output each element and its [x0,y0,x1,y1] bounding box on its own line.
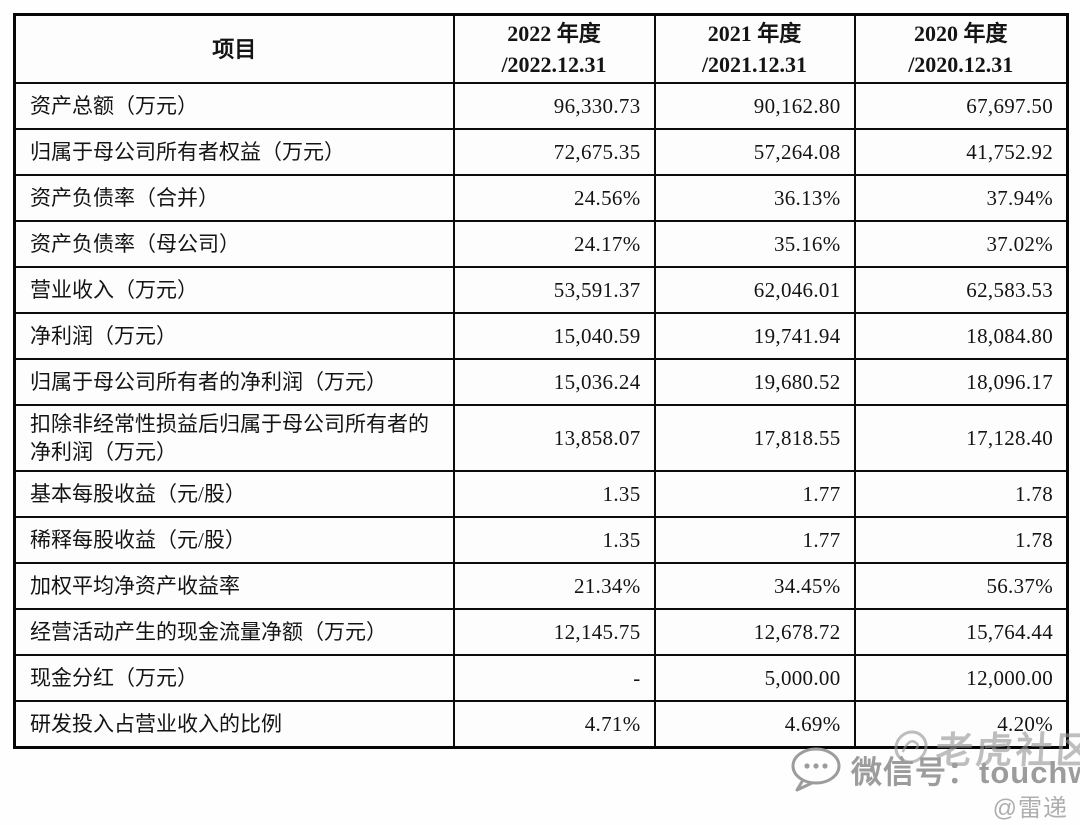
value-2021: 62,046.01 [653,266,856,315]
row-label: 资产负债率（合并） [13,174,455,223]
row-label: 经营活动产生的现金流量净额（万元） [13,608,455,657]
header-item-label: 项目 [212,36,257,62]
row-label: 扣除非经常性损益后归属于母公司所有者的净利润（万元） [13,404,455,473]
value-2020: 56.37% [853,562,1069,611]
value-2022: 4.71% [452,700,656,749]
header-year-2020: 2020 年度 /2020.12.31 [853,13,1069,85]
value-2020: 1.78 [853,516,1069,565]
table-row: 资产负债率（母公司） 24.17% 35.16% 37.02% [13,220,1069,269]
chat-bubble-icon [790,746,842,793]
table-row: 现金分红（万元） - 5,000.00 12,000.00 [13,654,1069,703]
value-2022: 24.56% [452,174,656,223]
value-2020: 1.78 [853,470,1069,519]
value-2021: 1.77 [653,516,856,565]
row-label: 现金分红（万元） [13,654,455,703]
row-label: 稀释每股收益（元/股） [13,516,455,565]
value-2020: 18,096.17 [853,358,1069,407]
table-row: 营业收入（万元） 53,591.37 62,046.01 62,583.53 [13,266,1069,315]
value-2022: 53,591.37 [452,266,656,315]
header-year-2020-line1: 2020 年度 [913,21,1008,46]
row-label: 归属于母公司所有者的净利润（万元） [13,358,455,407]
value-2022: 13,858.07 [452,404,656,473]
author-watermark: @雷递 [992,795,1068,822]
value-2020: 15,764.44 [853,608,1069,657]
value-2022: 24.17% [452,220,656,269]
value-2022: 15,040.59 [452,312,656,361]
value-2021: 12,678.72 [653,608,856,657]
value-2022: 21.34% [452,562,656,611]
financial-summary-table: 项目 2022 年度 /2022.12.31 2021 年度 /2021.12.… [13,13,1069,749]
value-2021: 35.16% [653,220,856,269]
value-2020: 4.20% [853,700,1069,749]
table-row: 稀释每股收益（元/股） 1.35 1.77 1.78 [13,516,1069,565]
row-label: 资产总额（万元） [13,82,455,131]
value-2021: 34.45% [653,562,856,611]
value-2020: 41,752.92 [853,128,1069,177]
value-2022: 1.35 [452,516,656,565]
value-2020: 37.94% [853,174,1069,223]
row-label: 研发投入占营业收入的比例 [13,700,455,749]
table-row: 扣除非经常性损益后归属于母公司所有者的净利润（万元） 13,858.07 17,… [13,404,1069,473]
value-2022: - [452,654,656,703]
value-2020: 37.02% [853,220,1069,269]
header-year-2022: 2022 年度 /2022.12.31 [452,13,656,85]
wechat-watermark: 微信号：touchweb [790,746,1080,793]
table-row: 基本每股收益（元/股） 1.35 1.77 1.78 [13,470,1069,519]
table-row: 研发投入占营业收入的比例 4.71% 4.69% 4.20% [13,700,1069,749]
table-header-row: 项目 2022 年度 /2022.12.31 2021 年度 /2021.12.… [13,13,1069,85]
header-year-2022-line1: 2022 年度 [507,21,601,46]
header-year-2021-line1: 2021 年度 [707,21,802,46]
table-row: 经营活动产生的现金流量净额（万元） 12,145.75 12,678.72 15… [13,608,1069,657]
row-label: 基本每股收益（元/股） [13,470,455,519]
value-2022: 15,036.24 [452,358,656,407]
table-row: 资产总额（万元） 96,330.73 90,162.80 67,697.50 [13,82,1069,131]
value-2021: 5,000.00 [653,654,856,703]
value-2021: 19,680.52 [653,358,856,407]
table-row: 归属于母公司所有者的净利润（万元） 15,036.24 19,680.52 18… [13,358,1069,407]
value-2021: 4.69% [653,700,856,749]
row-label: 加权平均净资产收益率 [13,562,455,611]
value-2021: 36.13% [653,174,856,223]
value-2020: 67,697.50 [853,82,1069,131]
header-year-2020-line2: /2020.12.31 [908,52,1014,78]
table-row: 归属于母公司所有者权益（万元） 72,675.35 57,264.08 41,7… [13,128,1069,177]
table-row: 资产负债率（合并） 24.56% 36.13% 37.94% [13,174,1069,223]
value-2020: 62,583.53 [853,266,1069,315]
value-2020: 17,128.40 [853,404,1069,473]
value-2021: 17,818.55 [653,404,856,473]
value-2021: 90,162.80 [653,82,856,131]
value-2020: 18,084.80 [853,312,1069,361]
row-label: 营业收入（万元） [13,266,455,315]
row-label: 归属于母公司所有者权益（万元） [13,128,455,177]
table-row: 净利润（万元） 15,040.59 19,741.94 18,084.80 [13,312,1069,361]
header-item: 项目 [13,13,455,85]
value-2021: 19,741.94 [653,312,856,361]
header-year-2021: 2021 年度 /2021.12.31 [653,13,856,85]
row-label: 资产负债率（母公司） [13,220,455,269]
value-2022: 1.35 [452,470,656,519]
value-2021: 1.77 [653,470,856,519]
value-2021: 57,264.08 [653,128,856,177]
value-2022: 12,145.75 [452,608,656,657]
value-2020: 12,000.00 [853,654,1069,703]
value-2022: 96,330.73 [452,82,656,131]
wechat-watermark-text: 微信号：touchweb [851,755,1080,790]
header-year-2022-line2: /2022.12.31 [501,52,607,78]
table-row: 加权平均净资产收益率 21.34% 34.45% 56.37% [13,562,1069,611]
value-2022: 72,675.35 [452,128,656,177]
row-label: 净利润（万元） [13,312,455,361]
header-year-2021-line2: /2021.12.31 [701,52,808,78]
